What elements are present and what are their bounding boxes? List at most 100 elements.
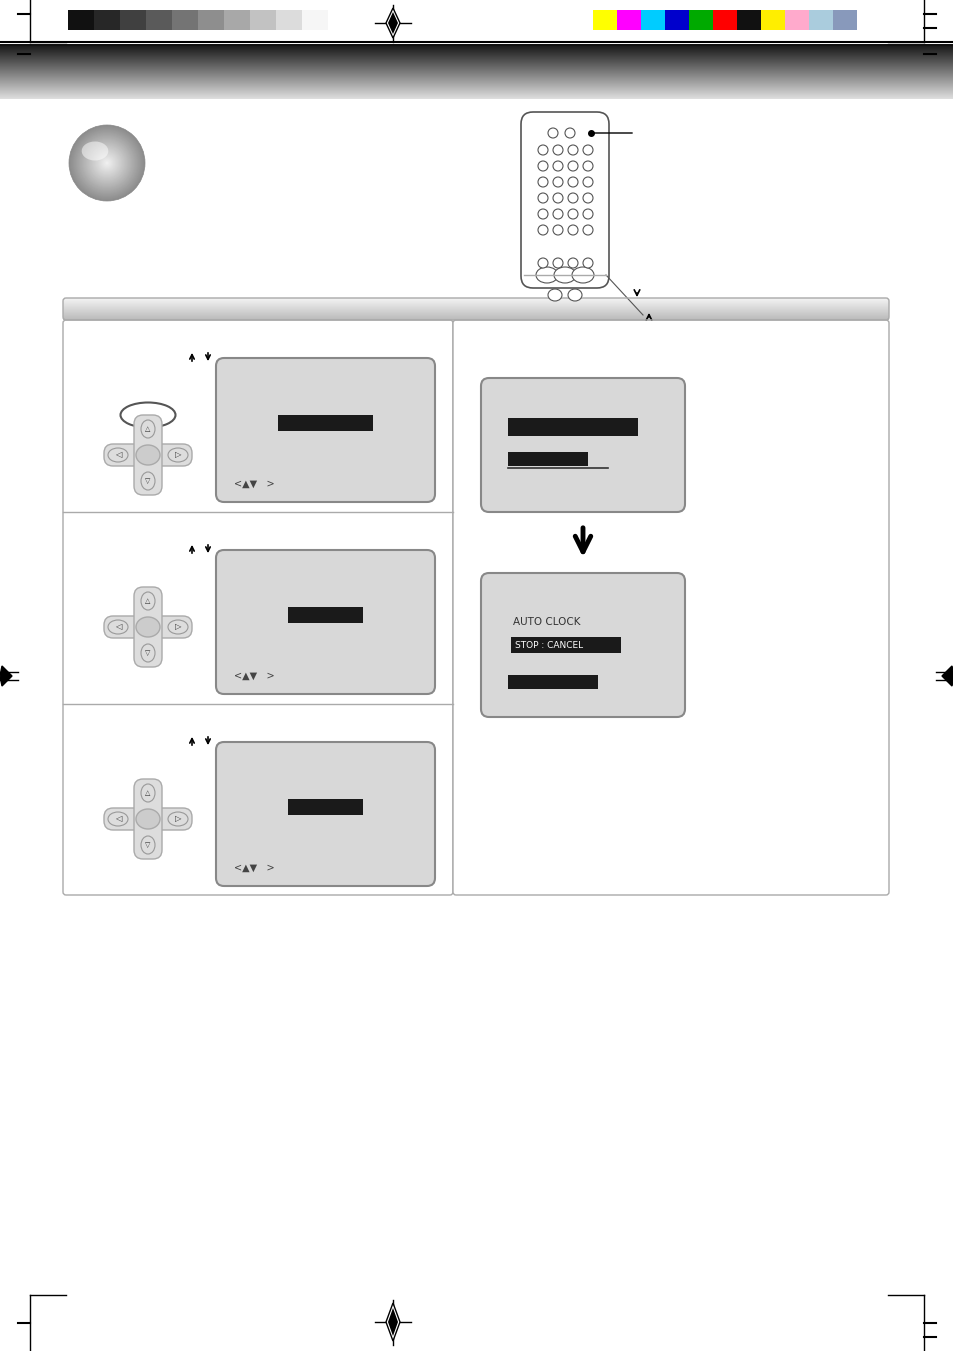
Text: ▽: ▽: [145, 842, 151, 848]
Bar: [832, 9, 856, 30]
Circle shape: [106, 162, 108, 163]
Bar: [146, 9, 172, 30]
Bar: [808, 9, 832, 30]
Circle shape: [81, 136, 132, 189]
Ellipse shape: [136, 809, 160, 830]
FancyBboxPatch shape: [215, 358, 435, 503]
Ellipse shape: [168, 620, 188, 634]
Bar: [0, 45, 953, 46]
Polygon shape: [386, 8, 399, 38]
Bar: [0, 0, 953, 38]
Circle shape: [83, 139, 131, 186]
Bar: [617, 9, 640, 30]
Circle shape: [75, 131, 139, 195]
Circle shape: [553, 161, 562, 172]
Ellipse shape: [168, 449, 188, 462]
Circle shape: [537, 177, 547, 186]
Circle shape: [564, 128, 575, 138]
Ellipse shape: [141, 784, 154, 802]
Circle shape: [101, 157, 112, 169]
Circle shape: [553, 209, 562, 219]
Ellipse shape: [108, 449, 128, 462]
Circle shape: [537, 161, 547, 172]
Circle shape: [547, 128, 558, 138]
Bar: [511, 638, 620, 653]
Circle shape: [77, 132, 137, 193]
Ellipse shape: [567, 289, 581, 301]
FancyBboxPatch shape: [215, 550, 435, 694]
FancyBboxPatch shape: [104, 444, 192, 466]
FancyBboxPatch shape: [520, 112, 608, 288]
Circle shape: [567, 209, 578, 219]
Circle shape: [100, 155, 113, 170]
Ellipse shape: [141, 420, 154, 438]
Circle shape: [553, 258, 562, 267]
Circle shape: [88, 145, 126, 182]
Circle shape: [70, 126, 144, 200]
Text: <▲▼   >: <▲▼ >: [233, 671, 274, 681]
FancyBboxPatch shape: [453, 320, 888, 894]
Bar: [68, 9, 94, 30]
Circle shape: [98, 154, 116, 172]
Text: ◁: ◁: [114, 450, 121, 459]
Circle shape: [567, 145, 578, 155]
Bar: [507, 676, 598, 689]
Circle shape: [567, 177, 578, 186]
Ellipse shape: [554, 267, 576, 282]
Bar: [784, 9, 808, 30]
Text: AUTO CLOCK: AUTO CLOCK: [513, 617, 579, 627]
Circle shape: [102, 158, 112, 168]
Bar: [120, 9, 146, 30]
Bar: [640, 9, 664, 30]
Circle shape: [567, 193, 578, 203]
Circle shape: [78, 134, 136, 192]
FancyBboxPatch shape: [215, 742, 435, 886]
Circle shape: [99, 155, 115, 172]
FancyBboxPatch shape: [104, 808, 192, 830]
Bar: [507, 417, 638, 436]
Circle shape: [537, 226, 547, 235]
Text: STOP : CANCEL: STOP : CANCEL: [515, 640, 582, 650]
Circle shape: [553, 226, 562, 235]
FancyBboxPatch shape: [480, 573, 684, 717]
Circle shape: [537, 145, 547, 155]
FancyBboxPatch shape: [480, 378, 684, 512]
FancyBboxPatch shape: [63, 320, 453, 894]
Bar: [288, 607, 363, 623]
Text: ◁: ◁: [114, 623, 121, 631]
Circle shape: [76, 132, 138, 195]
Circle shape: [582, 193, 593, 203]
Text: △: △: [145, 598, 151, 604]
Bar: [250, 9, 275, 30]
Polygon shape: [941, 666, 953, 686]
FancyBboxPatch shape: [133, 415, 162, 494]
Polygon shape: [388, 1308, 397, 1336]
Circle shape: [537, 258, 547, 267]
Text: ▽: ▽: [145, 478, 151, 484]
Ellipse shape: [141, 471, 154, 490]
Text: △: △: [145, 426, 151, 432]
FancyBboxPatch shape: [104, 616, 192, 638]
Circle shape: [582, 145, 593, 155]
Text: △: △: [145, 790, 151, 796]
Circle shape: [97, 153, 117, 173]
Circle shape: [87, 143, 127, 182]
Text: ▷: ▷: [174, 450, 181, 459]
Circle shape: [69, 126, 145, 201]
Circle shape: [85, 141, 129, 185]
Bar: [712, 9, 737, 30]
Circle shape: [73, 128, 141, 197]
Circle shape: [553, 177, 562, 186]
Circle shape: [80, 136, 133, 190]
Circle shape: [103, 159, 111, 168]
Bar: [737, 9, 760, 30]
Circle shape: [74, 130, 140, 196]
Circle shape: [79, 135, 135, 190]
Circle shape: [91, 149, 122, 178]
Circle shape: [90, 146, 124, 180]
Bar: [224, 9, 250, 30]
Bar: [198, 9, 224, 30]
Bar: [275, 9, 302, 30]
Bar: [593, 9, 617, 30]
Ellipse shape: [536, 267, 558, 282]
